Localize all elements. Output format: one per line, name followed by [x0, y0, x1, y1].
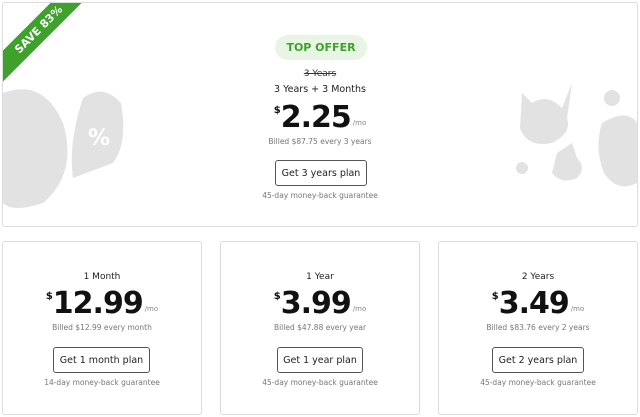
plan-term: 1 Month	[83, 272, 121, 282]
price-amount: 3.49	[498, 286, 570, 321]
price-period: /mo	[352, 119, 367, 127]
guarantee-text: 45-day money-back guarantee	[262, 191, 378, 200]
price-period: /mo	[352, 305, 367, 313]
price-amount: 12.99	[52, 286, 144, 321]
top-offer-badge: TOP OFFER	[275, 35, 367, 60]
currency-symbol: $	[273, 105, 281, 116]
plan-price: $ 2.25 /mo	[3, 101, 637, 135]
plan-card-2-years: 2 Years $ 3.49 /mo Billed $83.76 every 2…	[438, 241, 638, 415]
get-2-years-plan-button[interactable]: Get 2 years plan	[492, 347, 584, 373]
get-1-year-plan-button[interactable]: Get 1 year plan	[277, 347, 363, 373]
get-1-month-plan-button[interactable]: Get 1 month plan	[53, 347, 150, 373]
get-3-years-plan-button[interactable]: Get 3 years plan	[275, 160, 367, 186]
svg-text:%: %	[88, 126, 110, 151]
price-period: /mo	[570, 305, 585, 313]
currency-symbol: $	[273, 291, 281, 302]
plan-card-1-year: 1 Year $ 3.99 /mo Billed $47.88 every ye…	[220, 241, 420, 415]
price-period: /mo	[144, 305, 159, 313]
price-amount: 2.25	[280, 100, 352, 135]
billing-info: Billed $12.99 every month	[52, 323, 152, 332]
billing-info: Billed $83.76 every 2 years	[486, 323, 590, 332]
currency-symbol: $	[491, 291, 499, 302]
plan-price: $ 3.49 /mo	[439, 287, 637, 321]
plan-card-1-month: 1 Month $ 12.99 /mo Billed $12.99 every …	[2, 241, 202, 415]
price-amount: 3.99	[280, 286, 352, 321]
currency-symbol: $	[45, 291, 53, 302]
plan-term: 2 Years	[521, 272, 555, 282]
plan-term: 1 Year	[306, 272, 334, 282]
plan-term: 3 Years + 3 Months	[274, 84, 366, 95]
plan-price: $ 12.99 /mo	[3, 287, 201, 321]
guarantee-text: 45-day money-back guarantee	[480, 378, 596, 387]
virus-monsters-illustration	[516, 83, 637, 187]
original-term: 3 Years	[303, 69, 337, 79]
guarantee-text: 45-day money-back guarantee	[262, 378, 378, 387]
top-offer-card: % SAVE 83% TOP OFFER 3 Years 3 Years + 3…	[2, 2, 638, 227]
plan-price: $ 3.99 /mo	[221, 287, 419, 321]
shield-mascot-illustration: %	[3, 89, 124, 208]
billing-info: Billed $47.88 every year	[273, 323, 367, 332]
billing-info: Billed $87.75 every 3 years	[268, 137, 372, 146]
guarantee-text: 14-day money-back guarantee	[44, 378, 160, 387]
